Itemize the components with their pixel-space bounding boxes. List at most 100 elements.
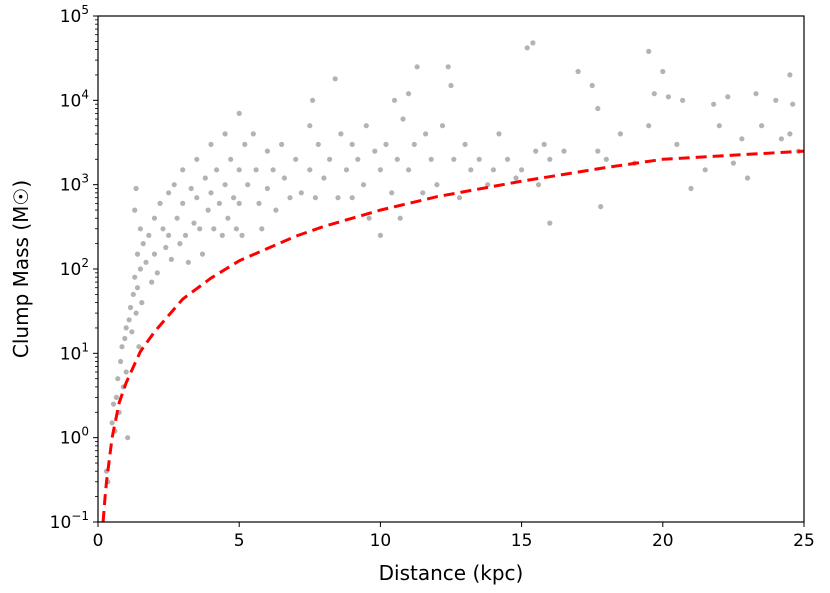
plot-area xyxy=(101,40,804,522)
scatter-point xyxy=(646,123,652,129)
y-tick-label: 10−1 xyxy=(50,509,89,533)
scatter-point xyxy=(476,156,482,162)
y-tick-label: 103 xyxy=(60,172,89,196)
scatter-point xyxy=(250,131,256,137)
scatter-point xyxy=(239,232,245,238)
scatter-point xyxy=(753,91,759,97)
scatter-point xyxy=(411,141,417,147)
scatter-point xyxy=(139,300,145,306)
scatter-point xyxy=(744,175,751,181)
scatter-point xyxy=(151,251,158,257)
scatter-point xyxy=(434,182,440,188)
scatter-point xyxy=(180,200,186,206)
scatter-point xyxy=(307,167,313,173)
scatter-point xyxy=(603,156,609,162)
scatter-point xyxy=(598,204,604,210)
scatter-point xyxy=(595,148,601,154)
scatter-point xyxy=(439,123,446,129)
scatter-point xyxy=(293,156,299,162)
x-tick-label: 20 xyxy=(652,531,674,551)
scatter-point xyxy=(129,329,135,335)
scatter-point xyxy=(199,251,206,257)
scatter-point xyxy=(310,97,316,103)
scatter-point xyxy=(214,167,220,173)
scatter-point xyxy=(126,317,132,323)
scatter-point xyxy=(445,64,451,70)
scatter-point xyxy=(389,190,395,196)
scatter-point xyxy=(496,131,502,137)
scatter-point xyxy=(132,274,138,280)
scatter-point xyxy=(787,131,793,137)
scatter-point xyxy=(349,195,355,201)
scatter-point xyxy=(332,76,338,82)
scatter-point xyxy=(363,123,369,129)
scatter-point xyxy=(127,304,134,311)
scatter-point xyxy=(130,291,136,297)
scatter-point xyxy=(160,226,166,232)
scatter-point xyxy=(222,131,228,137)
scatter-point xyxy=(149,279,155,285)
scatter-point xyxy=(561,148,567,154)
scatter-point xyxy=(136,344,142,350)
scatter-point xyxy=(366,215,372,221)
scatter-point xyxy=(589,82,595,89)
scatter-point xyxy=(575,68,581,75)
scatter-point xyxy=(231,195,237,201)
scatter-point xyxy=(256,200,262,206)
scatter-point xyxy=(110,401,117,407)
y-tick-label: 100 xyxy=(60,425,89,449)
scatter-point xyxy=(312,195,318,201)
scatter-point xyxy=(115,376,121,382)
scatter-point xyxy=(132,207,138,213)
scatter-point xyxy=(674,141,680,147)
scatter-point xyxy=(185,259,191,265)
y-tick-label: 105 xyxy=(60,3,89,27)
scatter-point xyxy=(343,167,350,173)
scatter-point xyxy=(448,82,454,89)
scatter-point xyxy=(485,182,491,188)
scatter-point xyxy=(166,232,172,238)
scatter-point xyxy=(163,244,169,251)
scatter-point xyxy=(205,207,211,213)
scatter-point xyxy=(456,195,463,201)
scatter-point xyxy=(137,226,143,232)
scatter-point xyxy=(490,167,496,173)
scatter-point xyxy=(307,123,313,129)
scatter-point xyxy=(242,141,248,147)
scatter-point xyxy=(524,45,530,51)
scatter-point xyxy=(651,91,657,97)
scatter-point xyxy=(245,182,251,188)
scatter-point xyxy=(125,435,131,441)
scatter-point xyxy=(119,344,125,350)
scatter-point xyxy=(264,148,270,154)
scatter-point xyxy=(208,141,214,147)
scatter-point xyxy=(725,94,731,100)
scatter-point xyxy=(688,185,694,192)
scatter-point xyxy=(180,167,186,173)
scatter-point xyxy=(787,72,793,78)
scatter-point xyxy=(377,232,383,238)
scatter-point xyxy=(660,68,666,75)
scatter-point xyxy=(355,156,361,162)
scatter-point xyxy=(228,156,234,162)
scatter-point xyxy=(233,226,239,232)
scatter-point xyxy=(730,160,737,166)
scatter-point xyxy=(123,325,129,331)
scatter-point xyxy=(109,420,115,426)
scatter-point xyxy=(191,220,197,226)
fit-curve-line xyxy=(101,149,804,522)
y-tick-label: 101 xyxy=(60,340,89,364)
scatter-point xyxy=(146,232,152,238)
scatter-point xyxy=(462,141,468,147)
scatter-point xyxy=(360,182,367,188)
scatter-point xyxy=(383,141,389,147)
scatter-point xyxy=(533,148,539,154)
scatter-point xyxy=(468,167,474,173)
scatter-point xyxy=(504,156,511,162)
scatter-point xyxy=(279,141,285,147)
scatter-point xyxy=(406,167,412,173)
scatter-point xyxy=(646,48,652,55)
scatter-point xyxy=(113,394,119,400)
scatter-point xyxy=(428,156,434,162)
scatter-point xyxy=(541,141,547,147)
